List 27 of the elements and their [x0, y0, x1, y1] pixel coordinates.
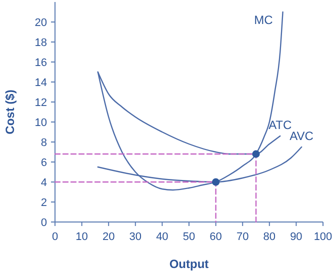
- y-tick-label: 12: [34, 97, 47, 109]
- x-tick-label: 30: [129, 231, 142, 243]
- x-tick-label: 70: [236, 231, 249, 243]
- x-axis-title: Output: [169, 257, 209, 271]
- x-tick-label: 20: [102, 231, 115, 243]
- y-tick-label: 0: [40, 217, 47, 229]
- y-tick-label: 6: [40, 157, 47, 169]
- y-tick-label: 18: [34, 37, 47, 49]
- series-label: AVC: [290, 129, 314, 143]
- y-tick-label: 14: [34, 77, 47, 89]
- x-tick-label: 100: [314, 231, 332, 243]
- y-tick-label: 16: [34, 57, 47, 69]
- y-tick-label: 4: [40, 177, 47, 189]
- y-tick-label: 8: [40, 137, 47, 149]
- x-tick-label: 10: [76, 231, 88, 243]
- x-tick-label: 50: [182, 231, 196, 243]
- y-tick-label: 2: [40, 197, 47, 209]
- x-tick-label: 40: [156, 231, 168, 243]
- x-tick-label: 90: [290, 231, 302, 243]
- y-tick-label: 10: [34, 117, 47, 129]
- x-tick-label: 80: [263, 231, 276, 243]
- x-tick-label: 0: [52, 231, 58, 243]
- y-tick-label: 20: [34, 17, 47, 29]
- series-label: ATC: [268, 118, 292, 132]
- y-axis-title: Cost ($): [3, 90, 17, 134]
- series-label: MC: [254, 13, 274, 27]
- x-tick-label: 60: [210, 231, 222, 243]
